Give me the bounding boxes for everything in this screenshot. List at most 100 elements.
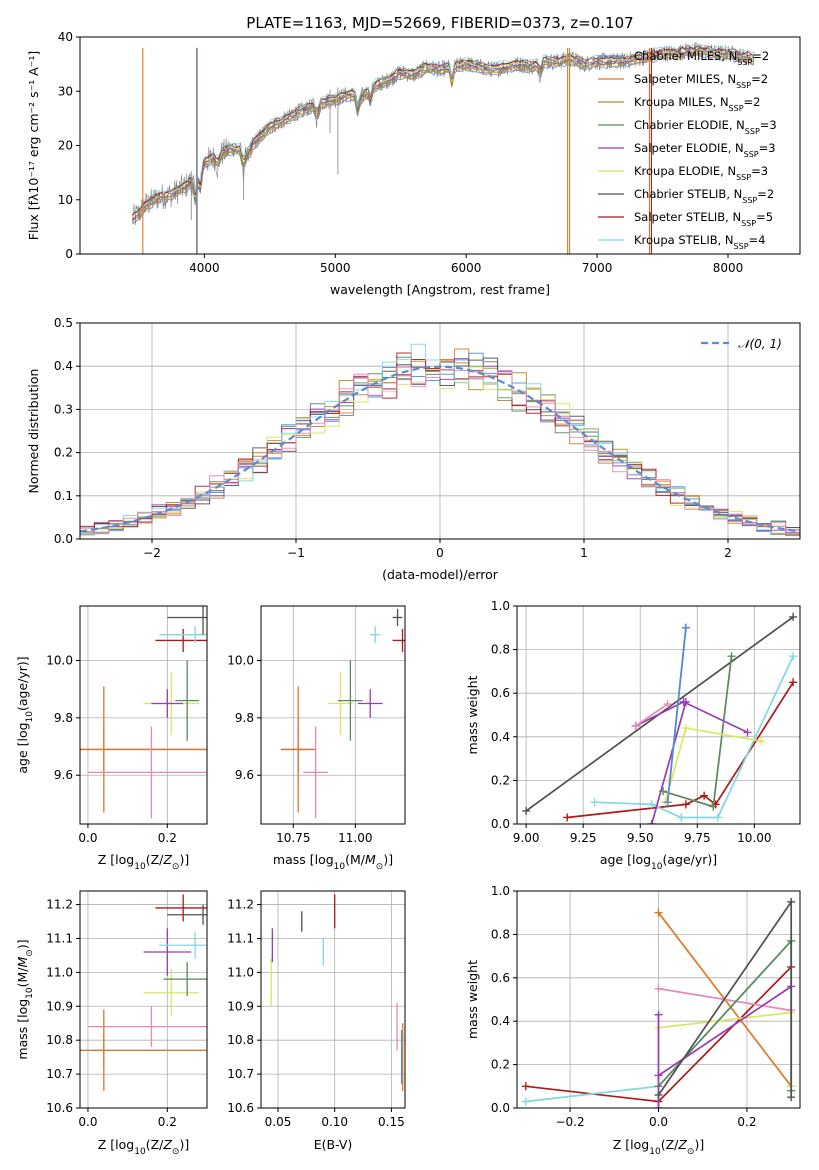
- weight-series-line: [635, 700, 748, 734]
- plot-area-spectrum: [132, 41, 755, 254]
- weight-marker: [631, 721, 640, 730]
- y-tick-label: 9.6: [235, 768, 254, 782]
- errorbar-point: [80, 1009, 207, 1092]
- y-tick-label: 0.3: [54, 402, 73, 416]
- x-tick-label: 9.00: [513, 831, 540, 845]
- x-tick-label: 10.00: [737, 831, 771, 845]
- legend-label: Chabrier ELODIE, NSSP=3: [634, 118, 777, 136]
- legend-label: 𝒩(0, 1): [738, 337, 782, 351]
- y-tick-label: 0.8: [491, 643, 510, 657]
- y-tick-label: 11.1: [46, 931, 73, 945]
- errorbar-point: [143, 928, 192, 976]
- plot-area-mass_vs_Z: [80, 894, 207, 1092]
- y-tick-label: 0.0: [491, 817, 510, 831]
- x-axis-label: Z [log10(Z/Z⊙)]: [98, 852, 189, 872]
- x-tick-label: 6000: [451, 261, 482, 275]
- weight-marker: [709, 802, 718, 811]
- x-tick-label: 0.10: [321, 1115, 348, 1129]
- weight-marker: [789, 612, 798, 621]
- y-axis-label: mass weight: [465, 960, 480, 1039]
- weight-marker: [743, 728, 752, 737]
- residual-histogram: [80, 366, 800, 539]
- legend-label: Kroupa MILES, NSSP=2: [634, 95, 760, 113]
- y-tick-label: 0.2: [54, 446, 73, 460]
- x-axis-label: (data-model)/error: [382, 567, 499, 582]
- y-tick-label: 10.7: [46, 1067, 73, 1081]
- legend-label: Salpeter STELIB, NSSP=5: [634, 210, 773, 228]
- y-axis-label: mass weight: [465, 675, 480, 754]
- errorbar-point: [80, 686, 207, 813]
- x-tick-label: −0.2: [555, 1115, 584, 1129]
- y-tick-label: 0.4: [491, 1014, 510, 1028]
- errorbar-point: [143, 968, 200, 1017]
- x-tick-label: 0.0: [649, 1115, 668, 1129]
- legend-label: Chabrier MILES, NSSP=2: [634, 49, 769, 67]
- y-axis-label: Flux [fλ10⁻¹⁷ erg cm⁻² s⁻¹ A⁻¹]: [26, 51, 41, 240]
- errorbar-point: [280, 686, 316, 813]
- panel-mass_vs_ebv: 0.05 0.10 0.15 10.6 10.7 10.8 10.9 11.0 11.1 11.2…: [227, 890, 406, 1152]
- x-tick-label: 0.2: [158, 1115, 177, 1129]
- y-tick-label: 0.6: [491, 686, 510, 700]
- y-tick-label: 10.9: [46, 999, 73, 1013]
- weight-marker: [522, 806, 531, 815]
- plot-area-age_vs_Z: [80, 606, 207, 819]
- weight-marker: [681, 724, 690, 733]
- y-tick-label: 11.2: [227, 898, 254, 912]
- y-axis-label: age [log10(age/yr)]: [15, 656, 35, 773]
- legend-label: Kroupa ELODIE, NSSP=3: [634, 164, 768, 182]
- y-tick-label: 9.6: [54, 768, 73, 782]
- errorbar-point: [357, 689, 383, 718]
- errorbar-point: [87, 726, 207, 819]
- weight-marker: [789, 652, 798, 661]
- weight-marker: [590, 798, 599, 807]
- plot-area-residuals: [80, 343, 800, 539]
- weight-marker: [654, 984, 663, 993]
- plot-area-weight_vs_age: [522, 612, 798, 824]
- errorbar-point: [155, 628, 207, 652]
- weight-marker: [789, 678, 798, 687]
- errorbar-point: [392, 608, 403, 627]
- weight-series-line: [650, 701, 687, 824]
- y-tick-label: 11.0: [227, 965, 254, 979]
- y-tick-label: 20: [58, 139, 73, 153]
- weight-marker: [681, 697, 690, 706]
- weight-marker: [713, 813, 722, 822]
- weight-series-line: [657, 985, 792, 1108]
- x-axis-label: Z [log10(Z/Z⊙)]: [98, 1137, 189, 1157]
- x-tick-label: 0.0: [78, 831, 97, 845]
- panel-weight_vs_Z: −0.2 0.0 0.2 0.0 0.2 0.4 0.6 0.8 1.0 Z [log10(Z/Z…: [465, 884, 801, 1157]
- errorbar-point: [370, 626, 381, 644]
- weight-marker: [787, 1093, 796, 1102]
- x-tick-label: 2: [724, 546, 732, 560]
- y-tick-label: 30: [58, 84, 73, 98]
- errorbar-point: [163, 962, 207, 997]
- x-tick-label: 8000: [713, 261, 744, 275]
- y-tick-label: 0.2: [491, 773, 510, 787]
- y-tick-label: 0: [65, 247, 73, 261]
- legend-label: Chabrier STELIB, NSSP=2: [634, 187, 774, 205]
- weight-marker: [563, 813, 572, 822]
- weight-marker: [521, 1097, 530, 1106]
- weight-marker: [521, 1082, 530, 1091]
- y-tick-label: 0.6: [491, 971, 510, 985]
- y-tick-label: 11.2: [46, 898, 73, 912]
- panel-spectrum: 4000 5000 6000 7000 8000 0 10 20 30 40 Chabrier MI…: [26, 30, 801, 297]
- weight-series-line: [664, 727, 762, 803]
- gaussian-reference-curve: [80, 365, 800, 533]
- y-tick-label: 0.4: [491, 730, 510, 744]
- y-tick-label: 0.4: [54, 359, 73, 373]
- y-tick-label: 9.8: [235, 711, 254, 725]
- errorbar-point: [155, 894, 207, 922]
- axes-frame: [79, 890, 208, 1109]
- x-tick-label: 9.25: [570, 831, 597, 845]
- x-tick-label: 0.15: [378, 1115, 405, 1129]
- axes-frame: [79, 605, 208, 825]
- panel-mass_vs_Z: 0.0 0.2 10.6 10.7 10.8 10.9 11.0 11.1 11.2 Z [log…: [15, 890, 208, 1157]
- weight-series-line: [657, 938, 793, 1091]
- y-tick-label: 0.1: [54, 489, 73, 503]
- plot-area-weight_vs_Z: [521, 897, 796, 1108]
- weight-marker: [654, 1071, 663, 1080]
- figure-title: PLATE=1163, MJD=52669, FIBERID=0373, z=0…: [246, 14, 633, 32]
- panel-residuals: −2 −1 0 1 2 0.0 0.1 0.2 0.3 0.4 0.5 𝒩(0, 1) (data-mo…: [26, 316, 801, 582]
- errorbar-point: [328, 671, 353, 736]
